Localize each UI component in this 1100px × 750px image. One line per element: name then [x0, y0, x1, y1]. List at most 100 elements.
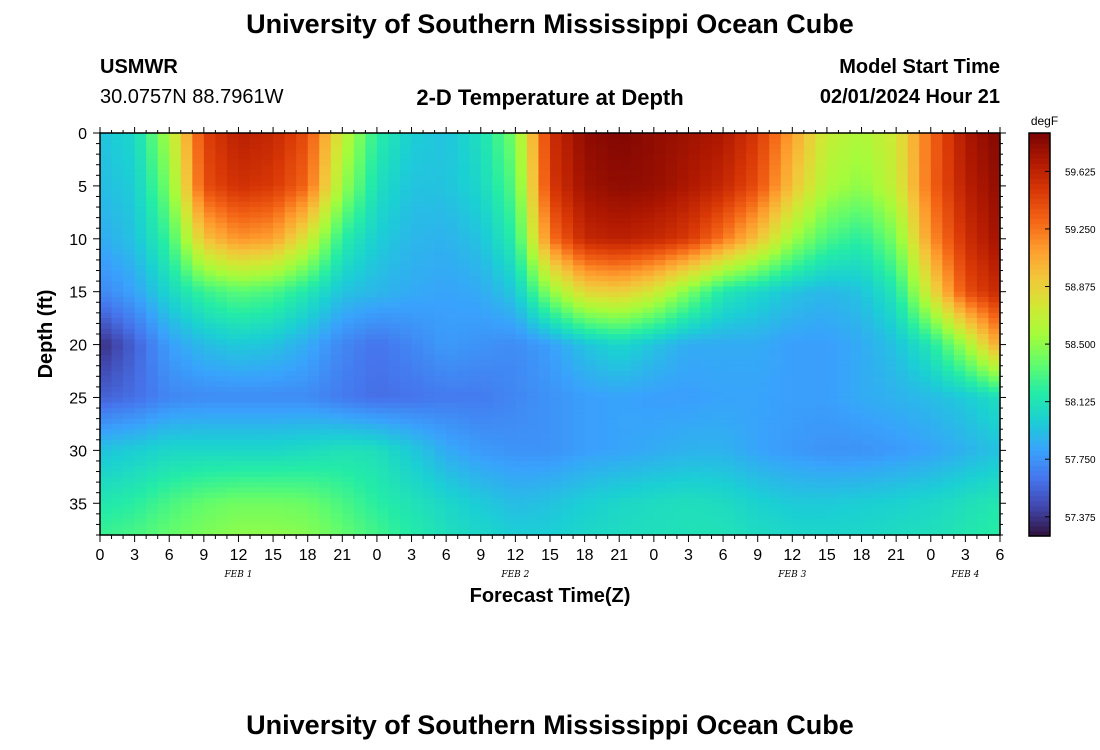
- heatmap-cell: [861, 228, 874, 235]
- heatmap-cell: [688, 191, 701, 198]
- heatmap-cell: [826, 307, 840, 314]
- heatmap-cell: [226, 228, 240, 235]
- heatmap-cell: [503, 376, 516, 383]
- heatmap-cell: [573, 133, 586, 139]
- heatmap-cell: [365, 455, 378, 462]
- heatmap-cell: [538, 318, 551, 325]
- heatmap-cell: [400, 339, 413, 346]
- heatmap-cell: [215, 397, 228, 404]
- heatmap-cell: [976, 238, 990, 245]
- heatmap-cell: [907, 334, 920, 340]
- heatmap-cell: [319, 164, 332, 171]
- heatmap-cell: [653, 148, 666, 155]
- heatmap-cell: [226, 323, 240, 330]
- heatmap-cell: [400, 233, 413, 240]
- heatmap-cell: [607, 402, 620, 409]
- heatmap-cell: [226, 164, 240, 171]
- heatmap-cell: [665, 386, 678, 393]
- heatmap-cell: [180, 371, 193, 377]
- heatmap-cell: [769, 133, 782, 139]
- heatmap-cell: [976, 138, 990, 145]
- heatmap-cell: [111, 164, 124, 171]
- heatmap-cell: [619, 212, 632, 219]
- heatmap-cell: [573, 360, 586, 367]
- heatmap-cell: [630, 418, 643, 425]
- heatmap-cell: [457, 302, 470, 309]
- heatmap-cell: [192, 207, 205, 213]
- heatmap-cell: [815, 180, 828, 187]
- heatmap-cell: [826, 133, 840, 139]
- heatmap-cell: [123, 355, 136, 362]
- heatmap-cell: [700, 323, 713, 330]
- heatmap-cell: [134, 408, 147, 414]
- heatmap-cell: [988, 170, 1001, 176]
- heatmap-cell: [550, 455, 563, 462]
- heatmap-cell: [988, 334, 1001, 340]
- heatmap-cell: [400, 302, 413, 309]
- heatmap-cell: [400, 133, 413, 139]
- heatmap-cell: [307, 159, 320, 166]
- heatmap-cell: [896, 307, 909, 314]
- heatmap-cell: [757, 133, 770, 139]
- heatmap-cell: [261, 291, 274, 298]
- heatmap-cell: [607, 148, 620, 155]
- heatmap-cell: [584, 244, 597, 250]
- heatmap-cell: [503, 143, 516, 150]
- heatmap-cell: [919, 402, 932, 409]
- heatmap-cell: [526, 402, 540, 409]
- heatmap-cell: [723, 170, 736, 176]
- heatmap-cell: [976, 244, 990, 250]
- heatmap-cell: [850, 191, 863, 198]
- heatmap-cell: [423, 180, 436, 187]
- heatmap-cell: [769, 460, 782, 467]
- heatmap-cell: [123, 233, 136, 240]
- heatmap-cell: [469, 212, 482, 219]
- heatmap-cell: [400, 466, 413, 473]
- heatmap-cell: [942, 196, 955, 203]
- heatmap-cell: [123, 133, 136, 139]
- heatmap-cell: [146, 254, 159, 261]
- heatmap-cell: [365, 148, 378, 155]
- heatmap-cell: [192, 418, 205, 425]
- heatmap-cell: [884, 339, 897, 346]
- heatmap-cell: [515, 185, 528, 192]
- heatmap-cell: [192, 392, 205, 399]
- heatmap-cell: [896, 376, 909, 383]
- heatmap-cell: [296, 159, 309, 166]
- heatmap-cell: [100, 307, 113, 314]
- heatmap-cell: [965, 460, 978, 467]
- heatmap-cell: [353, 185, 366, 192]
- heatmap-cell: [803, 355, 816, 362]
- heatmap-cell: [803, 339, 816, 346]
- heatmap-cell: [353, 323, 366, 330]
- heatmap-cell: [146, 222, 159, 229]
- heatmap-cell: [365, 249, 378, 256]
- heatmap-cell: [884, 460, 897, 467]
- heatmap-cell: [411, 133, 424, 139]
- heatmap-cell: [561, 423, 574, 430]
- heatmap-cell: [965, 201, 978, 208]
- heatmap-cell: [250, 455, 263, 462]
- heatmap-cell: [550, 196, 563, 203]
- heatmap-cell: [284, 439, 297, 446]
- heatmap-cell: [400, 460, 413, 467]
- heatmap-cell: [630, 339, 643, 346]
- heatmap-cell: [273, 207, 286, 213]
- heatmap-cell: [492, 386, 505, 393]
- heatmap-cell: [630, 439, 643, 446]
- heatmap-cell: [561, 344, 574, 351]
- heatmap-cell: [238, 460, 251, 467]
- heatmap-cell: [238, 228, 251, 235]
- heatmap-cell: [261, 397, 274, 404]
- heatmap-cell: [757, 355, 770, 362]
- heatmap-cell: [238, 185, 251, 192]
- heatmap-cell: [953, 423, 966, 430]
- heatmap-cell: [700, 466, 713, 473]
- heatmap-cell: [492, 180, 505, 187]
- heatmap-cell: [803, 434, 816, 441]
- heatmap-cell: [538, 265, 551, 272]
- heatmap-cell: [561, 349, 574, 356]
- heatmap-cell: [538, 339, 551, 346]
- heatmap-cell: [930, 402, 943, 409]
- heatmap-cell: [180, 307, 193, 314]
